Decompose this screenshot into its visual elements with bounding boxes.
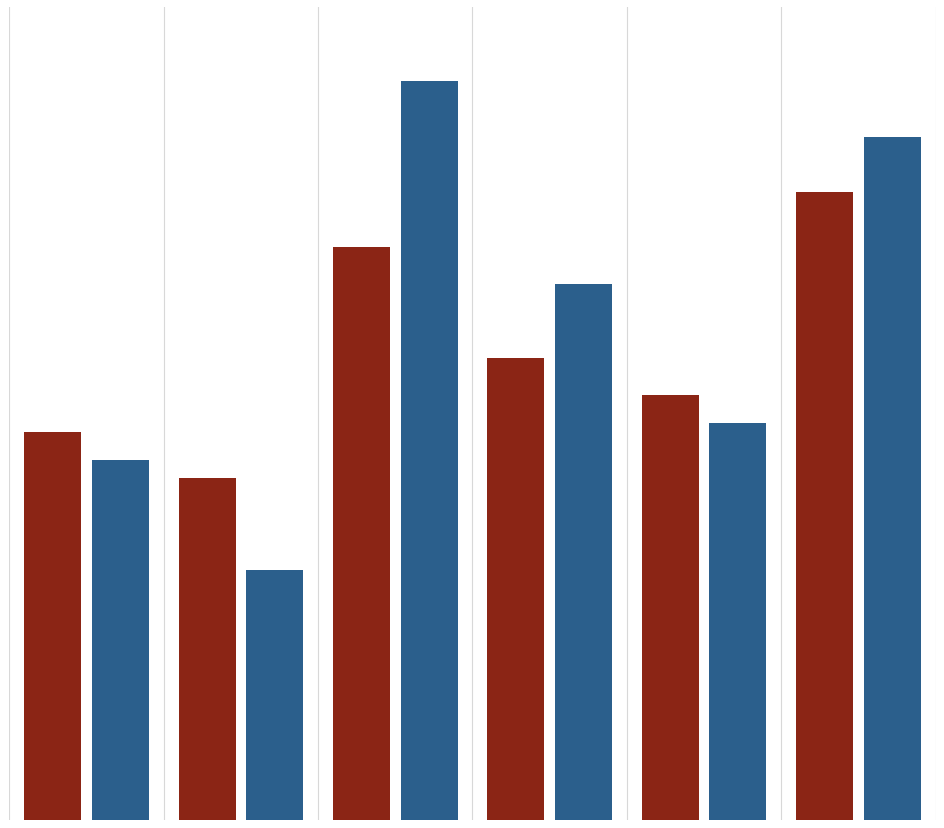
Bar (25, 432, 81, 820)
Bar (709, 423, 766, 820)
Bar (92, 460, 149, 820)
Bar (487, 359, 544, 820)
Bar (863, 137, 919, 820)
Bar (246, 570, 303, 820)
Bar (332, 248, 390, 820)
Bar (400, 82, 457, 820)
Bar (554, 285, 612, 820)
Bar (178, 479, 235, 820)
Bar (795, 193, 852, 820)
Bar (641, 396, 698, 820)
